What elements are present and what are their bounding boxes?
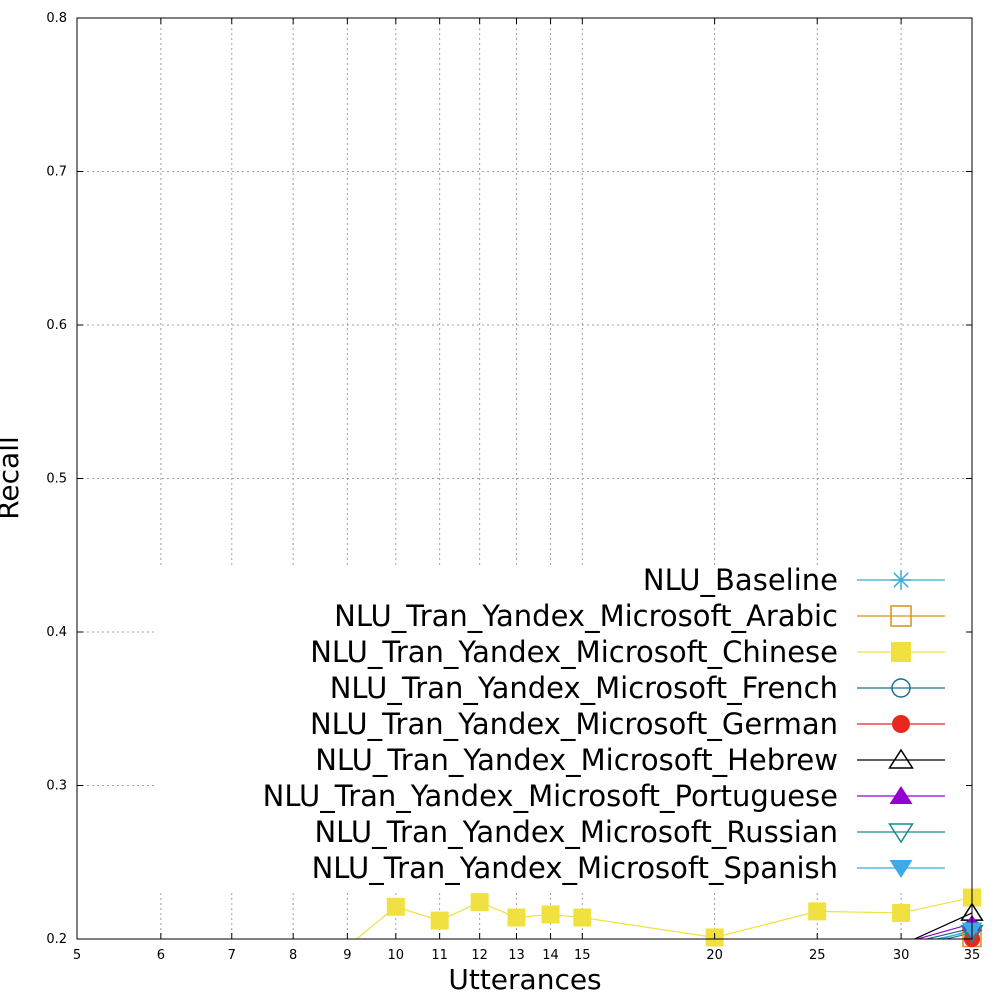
x-tick-label: 11 <box>431 948 448 963</box>
x-tick-label: 35 <box>964 948 981 963</box>
legend-label: NLU_Tran_Yandex_Microsoft_German <box>310 707 838 741</box>
legend-marker <box>889 786 913 804</box>
data-point <box>386 897 405 916</box>
x-tick-label: 30 <box>893 948 910 963</box>
x-tick-label: 5 <box>73 948 81 963</box>
legend-marker <box>891 642 911 662</box>
series-line <box>968 938 972 939</box>
x-tick-label: 6 <box>157 948 165 963</box>
legend-label: NLU_Baseline <box>643 563 838 597</box>
legend-marker <box>892 715 910 733</box>
x-tick-label: 25 <box>809 948 826 963</box>
data-point <box>541 905 560 924</box>
y-tick-label: 0.7 <box>46 165 67 180</box>
legend-marker <box>890 605 912 627</box>
y-tick-label: 0.5 <box>46 472 67 487</box>
legend-label: NLU_Tran_Yandex_Microsoft_Chinese <box>310 635 838 669</box>
x-tick-label: 7 <box>228 948 236 963</box>
legend-label: NLU_Tran_Yandex_Microsoft_Spanish <box>312 851 838 885</box>
series-line <box>943 932 972 939</box>
data-point <box>808 902 827 921</box>
legend: NLU_BaselineNLU_Tran_Yandex_Microsoft_Ar… <box>263 563 945 885</box>
y-tick-label: 0.6 <box>46 318 67 333</box>
legend-marker <box>891 678 911 698</box>
series-line <box>915 923 972 939</box>
y-axis-title: Recall <box>0 436 25 520</box>
data-point <box>470 893 489 912</box>
x-tick-label: 13 <box>508 948 525 963</box>
legend-label: NLU_Tran_Yandex_Microsoft_Hebrew <box>315 743 838 777</box>
y-tick-label: 0.3 <box>46 779 67 794</box>
ticks: 5 6 7 8 9 10 11 12 13 14 15 20 25 30 35 0.2 0.3 0.4 0.5 0.6… <box>46 11 980 963</box>
legend-marker <box>891 570 911 590</box>
x-tick-label: 20 <box>706 948 723 963</box>
series-line <box>939 929 972 939</box>
x-tick-label: 14 <box>542 948 559 963</box>
x-axis-title: Utterances <box>448 963 601 996</box>
legend-label: NLU_Tran_Yandex_Microsoft_French <box>330 671 838 705</box>
x-tick-label: 12 <box>471 948 488 963</box>
legend-marker <box>888 748 914 769</box>
x-tick-label: 9 <box>343 948 351 963</box>
y-tick-label: 0.8 <box>46 11 67 26</box>
data-point <box>507 908 526 927</box>
legend-label: NLU_Tran_Yandex_Microsoft_Arabic <box>334 599 838 633</box>
legend-marker <box>888 823 914 844</box>
data-point <box>573 908 592 927</box>
legend-marker <box>889 860 913 878</box>
x-tick-label: 10 <box>388 948 405 963</box>
data-point <box>430 911 449 930</box>
x-tick-label: 8 <box>289 948 297 963</box>
x-tick-label: 15 <box>574 948 591 963</box>
legend-label: NLU_Tran_Yandex_Microsoft_Portuguese <box>263 779 838 813</box>
marker-layer <box>386 888 984 948</box>
series-line <box>924 927 972 939</box>
y-tick-label: 0.4 <box>46 625 67 640</box>
legend-label: NLU_Tran_Yandex_Microsoft_Russian <box>314 815 838 849</box>
legend-background <box>155 565 971 890</box>
series-line <box>913 912 972 939</box>
y-tick-label: 0.2 <box>46 932 67 947</box>
data-point <box>892 903 911 922</box>
